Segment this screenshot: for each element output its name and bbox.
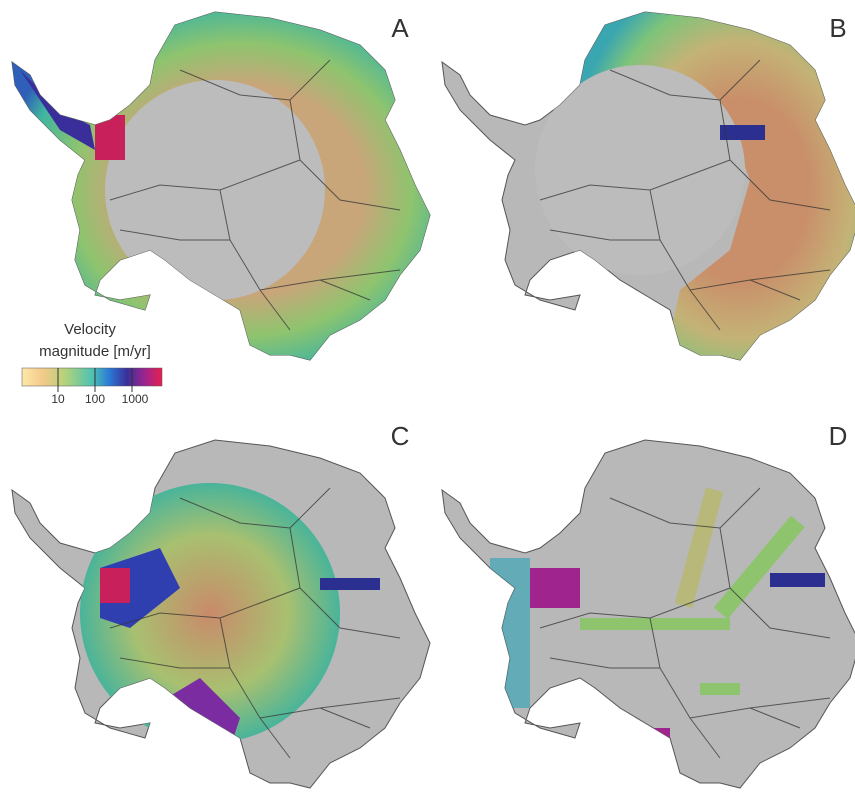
colorbar [22,368,162,386]
colorbar-tick-label: 100 [85,392,105,406]
panel-d: D [442,421,855,788]
colorbar-tick-label: 1000 [122,392,149,406]
figure: A B C [0,0,855,808]
legend-title: magnitude [m/yr] [39,343,151,360]
legend: Velocity magnitude [m/yr] 10 100 1000 [22,321,162,406]
legend-title: Velocity [64,321,116,338]
panel-label: B [829,13,846,43]
panel-label: A [391,13,409,43]
panel-b: B [442,0,855,380]
panel-c: C [12,421,430,788]
page: {"panels": [{"label": "A"}, {"label": "B… [0,0,855,808]
panel-label: C [391,421,410,451]
panel-label: D [829,421,848,451]
colorbar-tick-label: 10 [51,392,65,406]
